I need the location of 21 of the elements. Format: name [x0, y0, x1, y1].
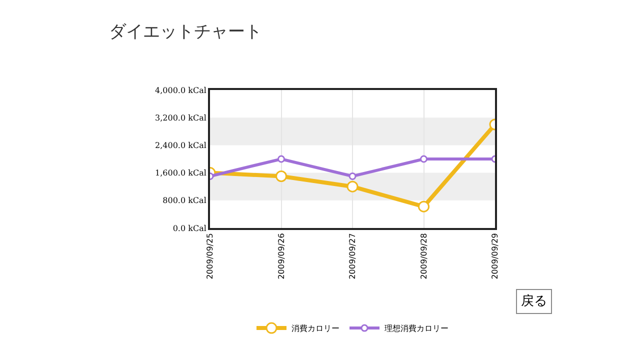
point — [348, 172, 356, 180]
text: 戻る — [521, 294, 547, 309]
x-tick-label: 2009/09/25 — [206, 233, 215, 280]
x-tick-label: 2009/09/28 — [419, 233, 428, 280]
point — [420, 155, 428, 163]
point — [346, 180, 358, 192]
x-tick-label: 2009/09/26 — [276, 233, 286, 280]
point — [278, 155, 285, 163]
y-tick-label: 2,400.0 kCal — [155, 141, 207, 150]
chart-title: ダイエットチャート — [108, 22, 262, 42]
point — [418, 200, 430, 212]
x-tick-label: 2009/09/27 — [348, 233, 358, 280]
y-tick-label: 0.0 kCal — [172, 224, 207, 233]
y-tick-label: 800.0 kCal — [162, 196, 207, 206]
x-tick-label: 2009/09/29 — [490, 233, 500, 280]
y-tick-label: 4,000.0 kCal — [155, 86, 207, 95]
y-tick-label: 1,600.0 kCal — [155, 168, 207, 178]
legend-label: 理想消費カロリー — [384, 324, 448, 334]
point — [276, 170, 287, 182]
legend-label: 消費カロリー — [292, 324, 340, 334]
y-tick-label: 3,200.0 kCal — [155, 113, 207, 122]
